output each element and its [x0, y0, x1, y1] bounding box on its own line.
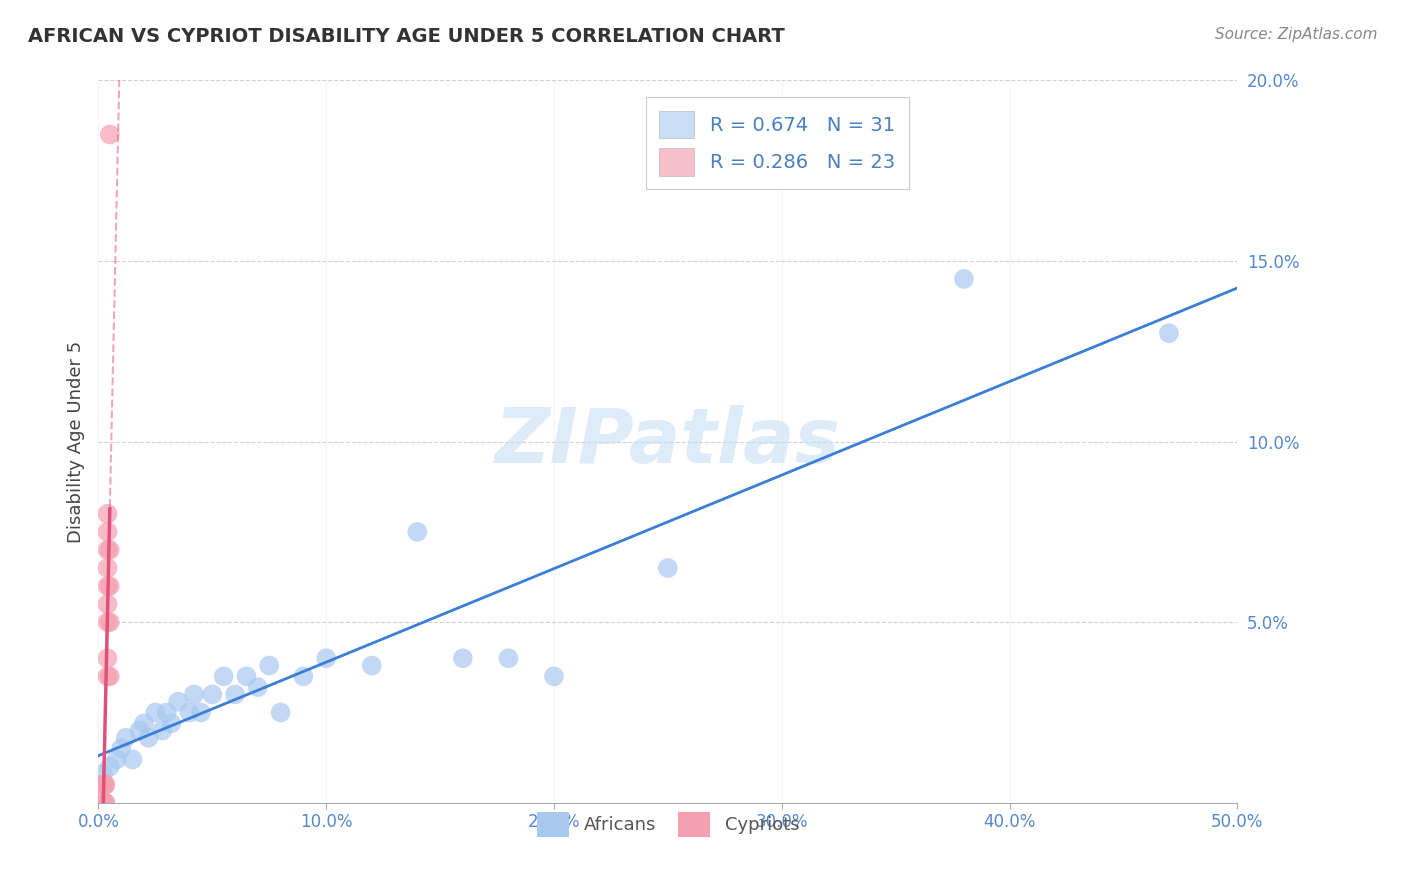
- Point: [150, 723, 173, 738]
- Point: [138, 731, 160, 745]
- Point: [156, 706, 179, 720]
- Point: [98, 615, 121, 630]
- Point: [96, 507, 118, 521]
- Point: [91, 778, 114, 792]
- Point: [91, 767, 114, 781]
- Point: [96, 561, 118, 575]
- Point: [98, 669, 121, 683]
- Point: [190, 706, 212, 720]
- Point: [657, 561, 679, 575]
- Point: [543, 669, 565, 683]
- Point: [498, 651, 520, 665]
- Point: [292, 669, 315, 683]
- Point: [451, 651, 474, 665]
- Point: [94, 778, 117, 792]
- Point: [91, 778, 114, 792]
- Point: [406, 524, 429, 539]
- Point: [160, 716, 183, 731]
- Point: [98, 760, 121, 774]
- Point: [953, 272, 976, 286]
- Point: [259, 658, 281, 673]
- Point: [315, 651, 337, 665]
- Point: [96, 542, 118, 557]
- Point: [98, 542, 121, 557]
- Point: [94, 796, 117, 810]
- Point: [91, 778, 114, 792]
- Point: [246, 680, 269, 694]
- Point: [96, 651, 118, 665]
- Point: [110, 741, 132, 756]
- Point: [105, 752, 128, 766]
- Point: [91, 778, 114, 792]
- Point: [132, 716, 155, 731]
- Point: [201, 687, 224, 701]
- Point: [114, 731, 136, 745]
- Point: [212, 669, 235, 683]
- Point: [270, 706, 292, 720]
- Point: [96, 579, 118, 593]
- Point: [360, 658, 382, 673]
- Point: [98, 128, 121, 142]
- Point: [179, 706, 201, 720]
- Point: [128, 723, 150, 738]
- Text: ZIPatlas: ZIPatlas: [495, 405, 841, 478]
- Point: [121, 752, 143, 766]
- Point: [94, 796, 117, 810]
- Point: [96, 669, 118, 683]
- Point: [235, 669, 257, 683]
- Point: [94, 778, 117, 792]
- Point: [1157, 326, 1180, 340]
- Point: [145, 706, 167, 720]
- Point: [96, 615, 118, 630]
- Text: Source: ZipAtlas.com: Source: ZipAtlas.com: [1215, 27, 1378, 42]
- Legend: Africans, Cypriots: Africans, Cypriots: [529, 805, 807, 845]
- Text: AFRICAN VS CYPRIOT DISABILITY AGE UNDER 5 CORRELATION CHART: AFRICAN VS CYPRIOT DISABILITY AGE UNDER …: [28, 27, 785, 45]
- Point: [183, 687, 205, 701]
- Point: [91, 796, 114, 810]
- Point: [98, 579, 121, 593]
- Point: [224, 687, 246, 701]
- Point: [96, 597, 118, 611]
- Y-axis label: Disability Age Under 5: Disability Age Under 5: [66, 341, 84, 542]
- Point: [96, 524, 118, 539]
- Point: [167, 695, 190, 709]
